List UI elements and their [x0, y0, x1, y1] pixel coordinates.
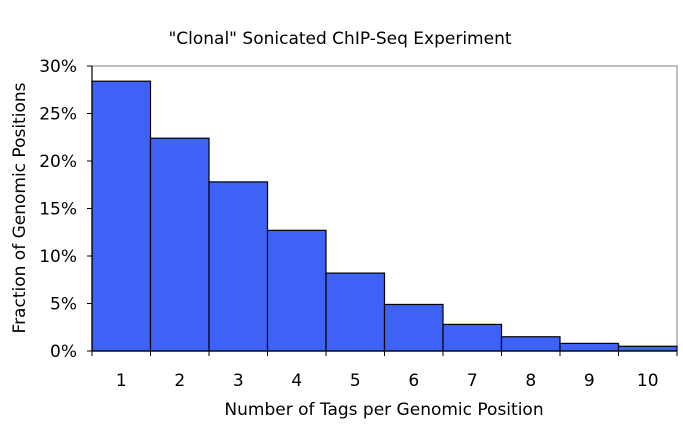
- y-tick-label: 15%: [39, 200, 77, 220]
- bar: [266, 229, 327, 352]
- x-tick-label: 9: [584, 371, 595, 391]
- bar: [325, 272, 386, 352]
- bar: [500, 336, 561, 352]
- x-tick-label: 3: [233, 371, 244, 391]
- x-tick-label: 8: [525, 371, 536, 391]
- bar: [383, 303, 444, 352]
- y-tick-label: 5%: [50, 295, 77, 315]
- y-tick-label: 10%: [39, 247, 77, 267]
- x-axis-label: Number of Tags per Genomic Position: [224, 400, 543, 420]
- bar: [149, 137, 210, 352]
- chart-title: "Clonal" Sonicated ChIP-Seq Experiment: [168, 29, 511, 49]
- bar: [91, 80, 152, 352]
- plot-area: 0% 5% 10% 15% 20% 25% 30% 1 2 3 4 5 6 7 8 9 10: [39, 57, 678, 391]
- y-tick-label: 20%: [39, 152, 77, 172]
- y-tick-label: 30%: [39, 57, 77, 77]
- bar: [208, 181, 269, 352]
- x-tick-label: 1: [116, 371, 127, 391]
- x-tick-label: 7: [467, 371, 478, 391]
- y-tick-label: 0%: [50, 342, 77, 362]
- y-axis-label: Fraction of Genomic Positions: [10, 82, 30, 333]
- bar: [559, 342, 620, 352]
- x-tick-label: 5: [350, 371, 361, 391]
- x-tick-label: 2: [174, 371, 185, 391]
- bar: [617, 345, 678, 352]
- y-tick-label: 25%: [39, 105, 77, 125]
- x-tick-label: 6: [408, 371, 419, 391]
- x-tick-label: 10: [637, 371, 659, 391]
- x-tick-label: 4: [291, 371, 302, 391]
- bar: [442, 323, 503, 352]
